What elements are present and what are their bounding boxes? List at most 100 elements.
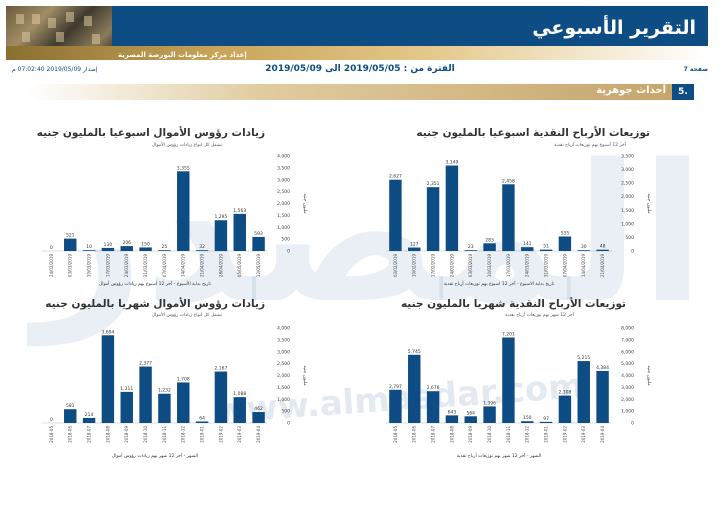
data-label: 1,396 — [483, 400, 496, 406]
data-label: 127 — [410, 242, 419, 248]
x-tick-label: 2019-01 — [199, 426, 204, 443]
x-tick-label: 10/03/2019 — [86, 254, 91, 278]
x-tick-label: 31/03/2019 — [543, 254, 548, 278]
weekly-capital-increases-chart: 0 500 1,000 1,500 2,000 2,500 3,000 3,500 4,000 م… — [42, 154, 307, 287]
chart-title: زيادات رؤوس الأموال اسبوعيا بالمليون جني… — [36, 127, 265, 139]
data-label: 1,232 — [158, 388, 171, 394]
bar — [252, 236, 265, 251]
x-tick-label: 2019-03 — [237, 426, 242, 443]
bar — [252, 412, 265, 423]
y-axis-label: مليون جنيه — [302, 365, 307, 386]
x-tick-label: 07/04/2019 — [162, 254, 167, 278]
x-tick-label: 2018-06 — [412, 426, 417, 443]
bar — [408, 247, 421, 251]
data-label: 150 — [141, 241, 150, 247]
data-label: 214 — [85, 412, 94, 418]
data-label: 32 — [199, 244, 205, 250]
page-number: صفحة 7 — [683, 66, 708, 73]
x-tick-label: 14/04/2019 — [581, 254, 586, 278]
y-tick-label: 4,000 — [277, 326, 290, 332]
chart-title: زيادات رؤوس الأموال شهريا بالمليون جنيه — [45, 298, 265, 310]
x-axis-label: الشهر - آخر 12 شهر بهم توزيعات أرباح نقد… — [457, 452, 541, 459]
bar — [158, 250, 171, 251]
y-tick-label: 6,000 — [621, 349, 634, 355]
y-tick-label: 4,000 — [621, 373, 634, 379]
data-label: 581 — [66, 403, 75, 409]
data-label: 283 — [485, 237, 494, 243]
bar — [445, 415, 459, 423]
y-tick-label: 500 — [625, 235, 634, 241]
y-tick-label: 0 — [631, 249, 634, 255]
x-tick-label: 2018-08 — [449, 426, 454, 443]
y-tick-label: 3,000 — [277, 177, 290, 183]
x-axis-label: تاريخ بداية الأسبوع - آخر 12 أسبوع بهم ز… — [99, 280, 212, 287]
data-label: 64 — [199, 415, 205, 421]
data-label: 643 — [448, 409, 457, 415]
report-subtitle: إعداد مركز معلومات البورصة المصرية — [118, 51, 247, 59]
data-label: 521 — [66, 233, 75, 239]
x-tick-label: 2018-12 — [525, 426, 530, 443]
monthly-dividends-chart: 0 1,000 2,000 3,000 4,000 5,000 6,000 7,000 8,00… — [386, 326, 651, 459]
y-tick-label: 2,500 — [277, 361, 290, 367]
data-label: 2,458 — [502, 178, 515, 184]
x-tick-label: 24/03/2019 — [525, 254, 530, 278]
bar — [464, 250, 477, 251]
x-tick-label: 2019-03 — [581, 426, 586, 443]
x-tick-label: 17/03/2019 — [506, 254, 511, 278]
bar — [389, 389, 402, 423]
data-label: 48 — [600, 244, 606, 250]
bar — [539, 421, 553, 423]
monthly-capital-increases-chart: 0 500 1,000 1,500 2,000 2,500 3,000 3,500 4,000 م… — [42, 326, 307, 459]
data-label: 2,797 — [389, 384, 402, 390]
x-tick-label: 2018-05 — [393, 426, 398, 443]
bar — [464, 416, 477, 423]
bar — [233, 397, 246, 423]
bar — [426, 187, 440, 251]
x-tick-label: 2018-09 — [124, 426, 129, 443]
data-label: 2,167 — [214, 366, 227, 372]
y-tick-label: 3,500 — [621, 154, 634, 160]
x-tick-label: 28/04/2019 — [218, 254, 223, 278]
y-tick-label: 500 — [281, 409, 290, 415]
header-gold-stripe — [6, 46, 708, 60]
bar — [233, 213, 246, 251]
bar — [445, 165, 459, 251]
bar — [195, 421, 209, 423]
bar — [521, 247, 534, 251]
data-label: 130 — [104, 242, 113, 248]
y-tick-label: 0 — [287, 249, 290, 255]
bar — [521, 421, 534, 423]
x-axis-label: الشهر - آخر 12 شهر بهم زيادات رؤوس أموال — [112, 452, 198, 459]
y-tick-label: 8,000 — [621, 326, 634, 332]
data-label: 2,377 — [139, 361, 152, 367]
y-axis-label: مليون جنيه — [646, 365, 651, 386]
x-tick-label: 2018-10 — [487, 426, 492, 443]
chart-title: توزيعات الأرباح النقدية اسبوعيا بالمليون… — [416, 127, 650, 139]
x-tick-label: 2019-02 — [218, 426, 223, 443]
y-tick-label: 3,000 — [277, 349, 290, 355]
data-label: 1,311 — [120, 386, 133, 392]
bar — [214, 220, 228, 251]
data-label: 0 — [50, 417, 53, 423]
chart-subtitle: آخر 12 شهر بهم توزيعات أرباح نقدية — [505, 313, 574, 318]
bar — [214, 371, 228, 423]
y-tick-label: 2,000 — [621, 397, 634, 403]
bar — [82, 417, 96, 423]
bar — [483, 243, 496, 251]
y-tick-label: 0 — [287, 421, 290, 427]
issue-date: إصدار 2019/05/09 07:02:40 م — [12, 66, 98, 73]
x-tick-label: 03/03/2019 — [468, 254, 473, 278]
data-label: 97 — [543, 416, 549, 422]
x-tick-label: 2018-12 — [181, 426, 186, 443]
chart-title: توزيعات الأرباح النقدية شهريا بالمليون ج… — [400, 298, 626, 310]
data-label: 1,088 — [233, 391, 246, 397]
bar — [483, 406, 496, 423]
x-tick-label: 21/04/2019 — [600, 254, 605, 278]
data-label: 25 — [162, 244, 168, 250]
report-period: الفترة من : 2019/05/05 الى 2019/05/09 — [265, 64, 455, 74]
data-label: 51 — [543, 244, 549, 250]
bar — [177, 171, 190, 251]
x-tick-label: 2019-01 — [543, 426, 548, 443]
data-label: 1,295 — [214, 214, 227, 220]
bar — [539, 249, 553, 251]
